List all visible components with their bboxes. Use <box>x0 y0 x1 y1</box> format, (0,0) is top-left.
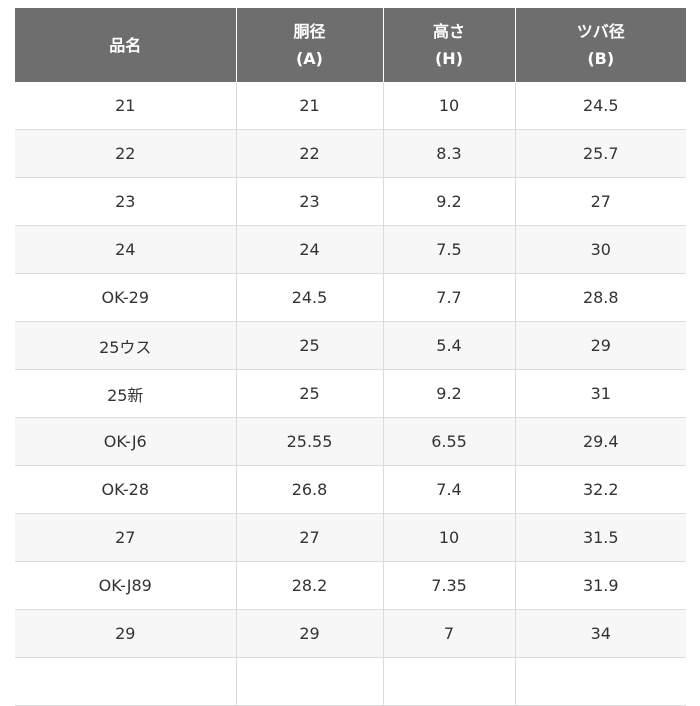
cell-height: 10 <box>383 513 516 562</box>
cell-body-diameter: 26.8 <box>236 465 384 514</box>
cell-brim-diameter: 27 <box>515 177 686 226</box>
cell-height: 5.4 <box>383 321 516 370</box>
table-row: 29 29 7 34 <box>15 609 686 658</box>
header-brim-diameter-unit: (B) <box>587 49 615 68</box>
table-row: OK-J6 25.55 6.55 29.4 <box>15 417 686 466</box>
cell-height: 9.2 <box>383 369 516 418</box>
cell-body-diameter: 24 <box>236 225 384 274</box>
header-brim-diameter: ツバ径 (B) <box>515 8 686 82</box>
header-height-label: 高さ <box>432 22 465 41</box>
cell-product-name: 25新 <box>15 369 237 418</box>
cell-brim-diameter: 24.5 <box>515 82 686 130</box>
table-row: 21 21 10 24.5 <box>15 82 686 130</box>
cell-brim-diameter: 29 <box>515 321 686 370</box>
cell-body-diameter: 23 <box>236 177 384 226</box>
cell-product-name: OK-J89 <box>15 561 237 610</box>
table-row: OK-J89 28.2 7.35 31.9 <box>15 561 686 610</box>
cell-brim-diameter: 30 <box>515 225 686 274</box>
cell-body-diameter: 25 <box>236 369 384 418</box>
cell-product-name: 23 <box>15 177 237 226</box>
cell-height: 7.7 <box>383 273 516 322</box>
cell-product-name: 21 <box>15 82 237 130</box>
table-body: 21 21 10 24.5 22 22 8.3 25.7 23 23 9.2 27 24 24 7.5 30 O… <box>15 82 686 706</box>
table-row: 25ウス 25 5.4 29 <box>15 321 686 370</box>
header-product-name: 品名 <box>15 8 237 82</box>
size-table: 品名 胴径 (A) 高さ (H) ツバ径 (B) 21 21 10 24.5 22 22 8… <box>15 8 686 706</box>
cell-height: 7.4 <box>383 465 516 514</box>
cell-product-name: 22 <box>15 129 237 178</box>
cell-body-diameter: 28.2 <box>236 561 384 610</box>
cell-height: 7 <box>383 609 516 658</box>
cell-body-diameter: 25.55 <box>236 417 384 466</box>
table-row: 24 24 7.5 30 <box>15 225 686 274</box>
header-body-diameter-unit: (A) <box>295 49 323 68</box>
table-header: 品名 胴径 (A) 高さ (H) ツバ径 (B) <box>15 8 686 82</box>
table-row: 22 22 8.3 25.7 <box>15 129 686 178</box>
cell-body-diameter: 27 <box>236 513 384 562</box>
cell-brim-diameter: 31.5 <box>515 513 686 562</box>
cell-brim-diameter: 31.9 <box>515 561 686 610</box>
header-body-diameter-label: 胴径 <box>293 22 326 41</box>
cell-product-name: 24 <box>15 225 237 274</box>
cell-body-diameter: 21 <box>236 82 384 130</box>
table-row: OK-28 26.8 7.4 32.2 <box>15 465 686 514</box>
cell-brim-diameter <box>515 657 686 706</box>
header-product-name-label: 品名 <box>109 35 142 55</box>
table-row: OK-29 24.5 7.7 28.8 <box>15 273 686 322</box>
cell-product-name: OK-28 <box>15 465 237 514</box>
cell-brim-diameter: 34 <box>515 609 686 658</box>
cell-product-name <box>15 657 237 706</box>
cell-height: 8.3 <box>383 129 516 178</box>
cell-brim-diameter: 29.4 <box>515 417 686 466</box>
header-row: 品名 胴径 (A) 高さ (H) ツバ径 (B) <box>15 8 686 82</box>
cell-height: 6.55 <box>383 417 516 466</box>
table-row: 25新 25 9.2 31 <box>15 369 686 418</box>
cell-body-diameter: 25 <box>236 321 384 370</box>
cell-height: 7.35 <box>383 561 516 610</box>
cell-height <box>383 657 516 706</box>
cell-height: 10 <box>383 82 516 130</box>
table-row: 23 23 9.2 27 <box>15 177 686 226</box>
size-table-container: 品名 胴径 (A) 高さ (H) ツバ径 (B) 21 21 10 24.5 22 22 8… <box>15 8 686 706</box>
cell-brim-diameter: 25.7 <box>515 129 686 178</box>
cell-height: 7.5 <box>383 225 516 274</box>
header-height-unit: (H) <box>434 49 463 68</box>
cell-body-diameter: 22 <box>236 129 384 178</box>
cell-product-name: OK-29 <box>15 273 237 322</box>
cell-product-name: 29 <box>15 609 237 658</box>
header-body-diameter: 胴径 (A) <box>236 8 384 82</box>
cell-body-diameter <box>236 657 384 706</box>
cell-brim-diameter: 28.8 <box>515 273 686 322</box>
cell-product-name: 25ウス <box>15 321 237 370</box>
cell-product-name: OK-J6 <box>15 417 237 466</box>
header-brim-diameter-label: ツバ径 <box>576 22 625 41</box>
header-height: 高さ (H) <box>383 8 516 82</box>
table-row <box>15 657 686 706</box>
cell-brim-diameter: 31 <box>515 369 686 418</box>
cell-body-diameter: 24.5 <box>236 273 384 322</box>
cell-product-name: 27 <box>15 513 237 562</box>
cell-body-diameter: 29 <box>236 609 384 658</box>
cell-brim-diameter: 32.2 <box>515 465 686 514</box>
table-row: 27 27 10 31.5 <box>15 513 686 562</box>
cell-height: 9.2 <box>383 177 516 226</box>
